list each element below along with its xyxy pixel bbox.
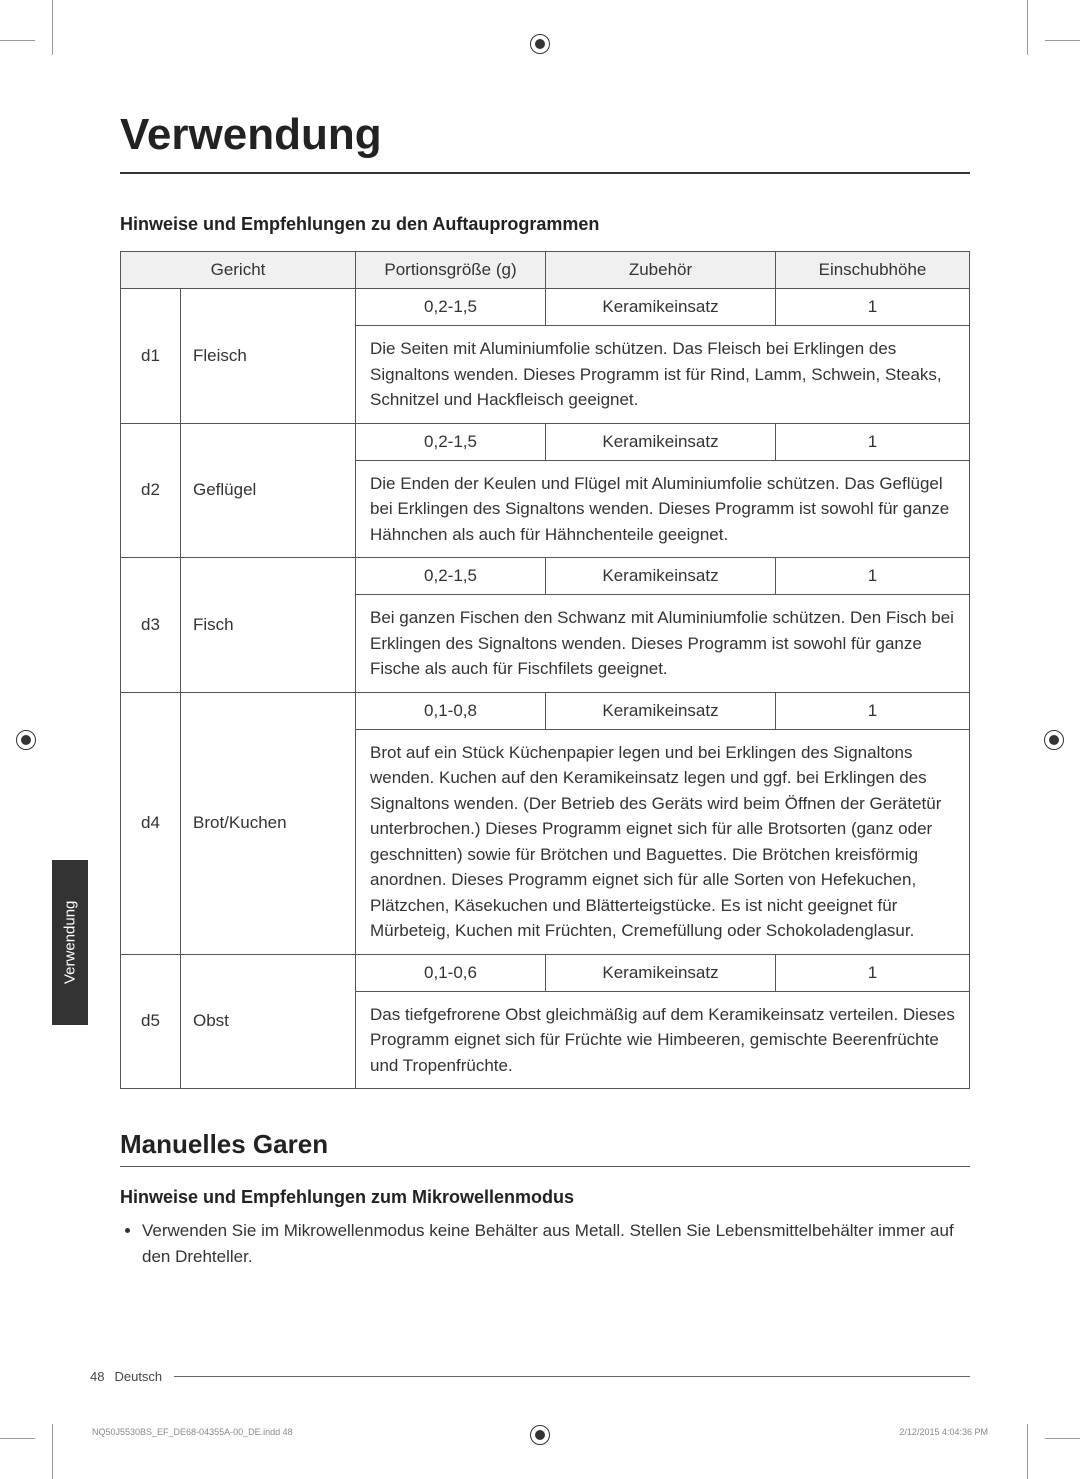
d5-name: Obst bbox=[181, 954, 356, 1089]
d1-accessory: Keramikeinsatz bbox=[546, 289, 776, 326]
d3-name: Fisch bbox=[181, 558, 356, 693]
crop-mark bbox=[1027, 0, 1028, 55]
col-portion: Portionsgröße (g) bbox=[356, 252, 546, 289]
table-row: d5 Obst 0,1-0,6 Keramikeinsatz 1 bbox=[121, 954, 970, 991]
indd-filename: NQ50J5530BS_EF_DE68-04355A-00_DE.indd 48 bbox=[92, 1427, 293, 1437]
table-row: d2 Geflügel 0,2-1,5 Keramikeinsatz 1 bbox=[121, 423, 970, 460]
crop-mark bbox=[52, 1424, 53, 1479]
table-row: d4 Brot/Kuchen 0,1-0,8 Keramikeinsatz 1 bbox=[121, 692, 970, 729]
d3-desc: Bei ganzen Fischen den Schwanz mit Alumi… bbox=[356, 595, 970, 693]
d2-level: 1 bbox=[776, 423, 970, 460]
print-meta-footer: NQ50J5530BS_EF_DE68-04355A-00_DE.indd 48… bbox=[92, 1427, 988, 1437]
d2-portion: 0,2-1,5 bbox=[356, 423, 546, 460]
col-dish: Gericht bbox=[121, 252, 356, 289]
col-level: Einschubhöhe bbox=[776, 252, 970, 289]
page-lang: Deutsch bbox=[114, 1369, 162, 1384]
d2-desc: Die Enden der Keulen und Flügel mit Alum… bbox=[356, 460, 970, 558]
d2-accessory: Keramikeinsatz bbox=[546, 423, 776, 460]
d5-portion: 0,1-0,6 bbox=[356, 954, 546, 991]
microwave-tips-list: Verwenden Sie im Mikrowellenmodus keine … bbox=[120, 1218, 970, 1269]
table-row: d1 Fleisch 0,2-1,5 Keramikeinsatz 1 bbox=[121, 289, 970, 326]
d1-code: d1 bbox=[121, 289, 181, 424]
page-number: 48 bbox=[90, 1369, 104, 1384]
crop-mark bbox=[52, 0, 53, 55]
microwave-tips-heading: Hinweise und Empfehlungen zum Mikrowelle… bbox=[120, 1187, 970, 1208]
d4-code: d4 bbox=[121, 692, 181, 954]
footer-rule bbox=[174, 1376, 970, 1377]
crop-mark bbox=[1027, 1424, 1028, 1479]
d3-portion: 0,2-1,5 bbox=[356, 558, 546, 595]
d4-level: 1 bbox=[776, 692, 970, 729]
registration-mark-icon bbox=[1044, 730, 1064, 750]
d1-level: 1 bbox=[776, 289, 970, 326]
d5-code: d5 bbox=[121, 954, 181, 1089]
indd-timestamp: 2/12/2015 4:04:36 PM bbox=[899, 1427, 988, 1437]
table-row: d3 Fisch 0,2-1,5 Keramikeinsatz 1 bbox=[121, 558, 970, 595]
d5-accessory: Keramikeinsatz bbox=[546, 954, 776, 991]
d5-level: 1 bbox=[776, 954, 970, 991]
d1-portion: 0,2-1,5 bbox=[356, 289, 546, 326]
defrost-table: Gericht Portionsgröße (g) Zubehör Einsch… bbox=[120, 251, 970, 1089]
d4-name: Brot/Kuchen bbox=[181, 692, 356, 954]
d2-name: Geflügel bbox=[181, 423, 356, 558]
d3-accessory: Keramikeinsatz bbox=[546, 558, 776, 595]
crop-mark bbox=[1045, 1438, 1080, 1439]
crop-mark bbox=[0, 40, 35, 41]
d4-accessory: Keramikeinsatz bbox=[546, 692, 776, 729]
d3-code: d3 bbox=[121, 558, 181, 693]
d3-level: 1 bbox=[776, 558, 970, 595]
crop-mark bbox=[1045, 40, 1080, 41]
page-title: Verwendung bbox=[120, 110, 970, 174]
d5-desc: Das tiefgefrorene Obst gleichmäßig auf d… bbox=[356, 991, 970, 1089]
page-content: Verwendung Hinweise und Empfehlungen zu … bbox=[120, 110, 970, 1269]
col-accessory: Zubehör bbox=[546, 252, 776, 289]
defrost-subtitle: Hinweise und Empfehlungen zu den Auftaup… bbox=[120, 214, 970, 235]
microwave-tip-item: Verwenden Sie im Mikrowellenmodus keine … bbox=[142, 1218, 970, 1269]
d4-desc: Brot auf ein Stück Küchenpapier legen un… bbox=[356, 729, 970, 954]
d1-name: Fleisch bbox=[181, 289, 356, 424]
registration-mark-icon bbox=[530, 34, 550, 54]
registration-mark-icon bbox=[16, 730, 36, 750]
manual-heading: Manuelles Garen bbox=[120, 1129, 970, 1167]
d1-desc: Die Seiten mit Aluminiumfolie schützen. … bbox=[356, 326, 970, 424]
d4-portion: 0,1-0,8 bbox=[356, 692, 546, 729]
d2-code: d2 bbox=[121, 423, 181, 558]
side-tab-section-label: Verwendung bbox=[52, 860, 88, 1025]
page-footer: 48 Deutsch bbox=[90, 1369, 970, 1384]
crop-mark bbox=[0, 1438, 35, 1439]
